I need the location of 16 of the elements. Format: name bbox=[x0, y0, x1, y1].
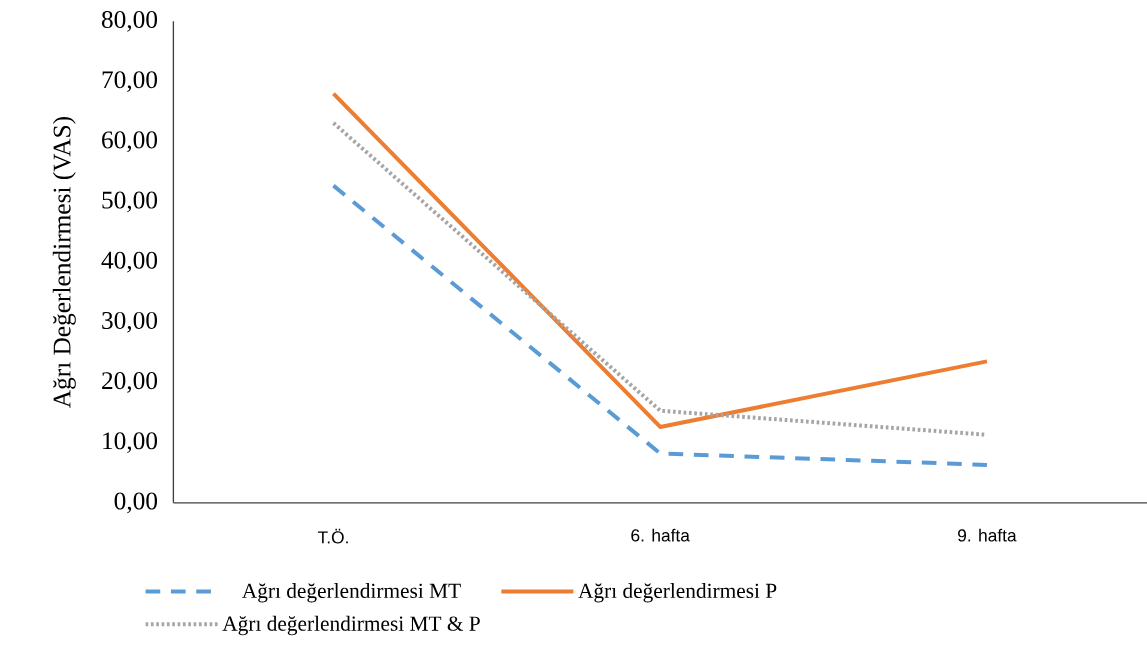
y-tick-label: 10,00 bbox=[103, 432, 158, 454]
x-tick-label: 9. hafta bbox=[958, 528, 1017, 542]
y-tick-label: 70,00 bbox=[102, 71, 158, 92]
y-tick-label: 80,00 bbox=[101, 11, 158, 32]
y-tick-label: 60,00 bbox=[102, 131, 158, 153]
y-tick-label: 30,00 bbox=[102, 311, 158, 333]
legend-label: Ağrı değerlendirmesi P bbox=[578, 583, 777, 603]
y-axis-title: Ağrı Değerlendirmesi (VAS) bbox=[52, 117, 76, 409]
legend-label: Ağrı değerlendirmesi MT & P bbox=[222, 615, 480, 636]
x-tick-label: 6. hafta bbox=[631, 528, 690, 542]
y-tick-label: 40,00 bbox=[101, 251, 158, 273]
y-tick-label: 50,00 bbox=[102, 191, 158, 213]
x-tick-label: T.Ö. bbox=[317, 528, 348, 544]
y-tick-label: 0,00 bbox=[114, 492, 158, 514]
y-tick-label: 20,00 bbox=[102, 372, 158, 393]
legend-label: Ağrı değerlendirmesi MT bbox=[242, 583, 461, 603]
